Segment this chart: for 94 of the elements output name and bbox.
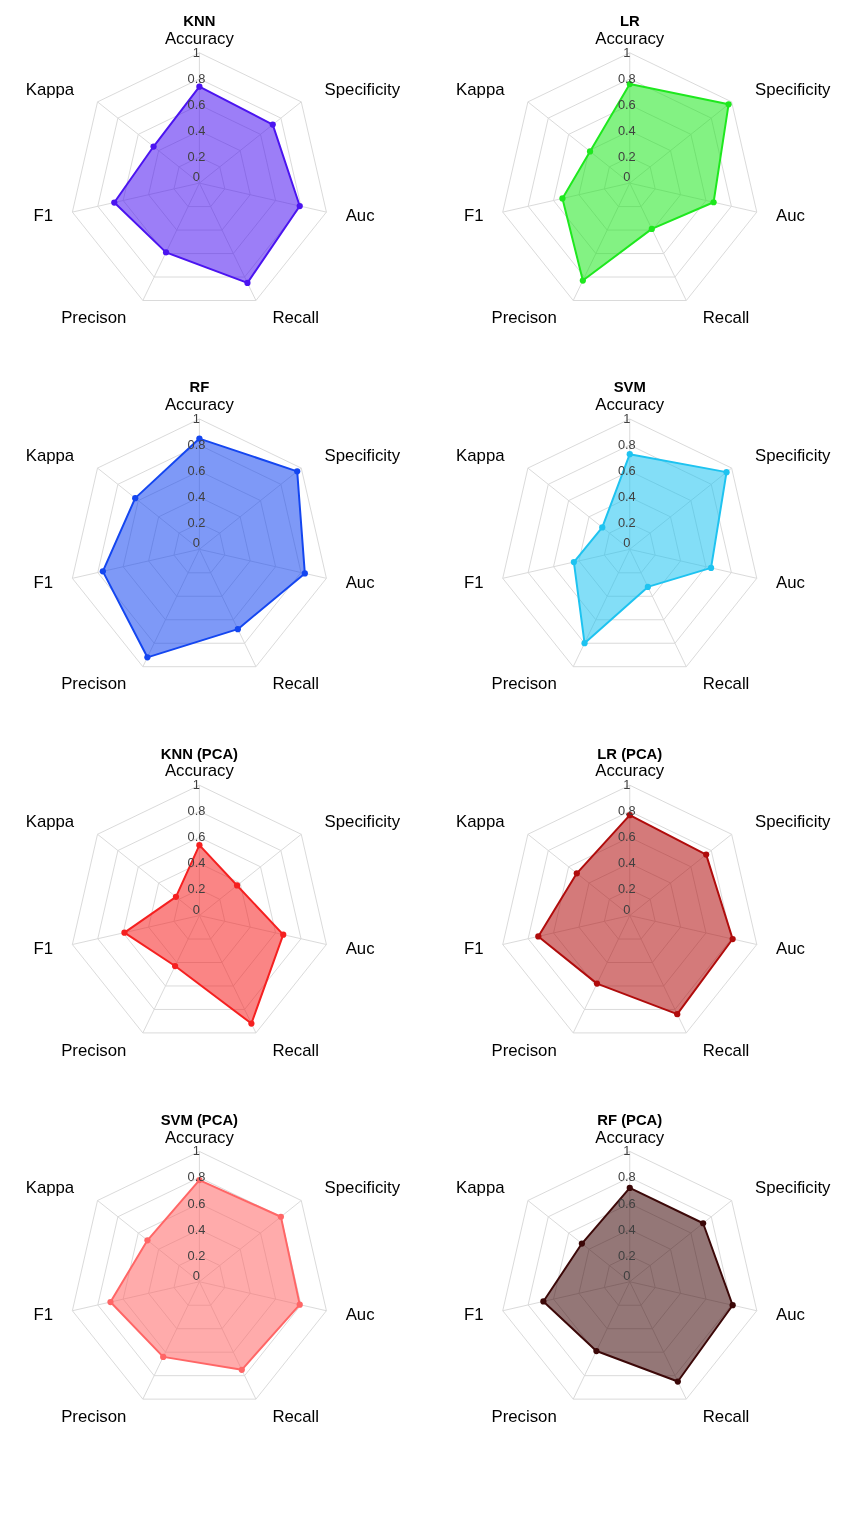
y-tick-label: 0.4 [617,122,636,138]
y-tick-label: 0.6 [617,1195,636,1211]
spoke-label: F1 [463,938,484,958]
spoke-label: Precison [491,1040,557,1060]
spoke-label: Precison [491,674,557,694]
spoke-label: Kappa [25,1178,75,1198]
y-tick-label: 0 [192,901,200,917]
spoke-label: Auc [345,206,375,226]
spoke-label: Kappa [25,811,75,831]
spoke-label: Precison [61,308,127,328]
spoke-label: Recall [272,308,319,328]
spoke-label: Specificity [324,445,401,465]
y-tick-label: 0.2 [617,881,636,897]
y-tick-label: 0.4 [187,855,206,871]
y-tick-label: 0.4 [617,489,636,505]
spoke-label: Specificity [754,1178,832,1198]
spoke-label: Kappa [25,79,75,99]
spoke-label: Kappa [456,1178,506,1198]
spoke-label: Auc [345,572,375,592]
y-tick-label: 0.2 [187,1247,206,1263]
y-tick-label: 0.4 [187,122,206,138]
spoke-label: F1 [33,1305,54,1325]
y-tick-label: 0.4 [617,855,636,871]
spoke-label: Precison [491,1406,557,1426]
chart-title: SVM [613,379,646,396]
spoke-label: Kappa [25,445,75,465]
chart-title: RF [189,379,210,396]
y-tick-label: 0.8 [617,1169,636,1185]
y-tick-label: 0.2 [187,515,206,531]
spoke-label: Kappa [456,79,506,99]
spoke-label: Recall [702,1406,750,1426]
spoke-label: F1 [33,572,54,592]
y-tick-label: 0 [623,169,631,185]
y-tick-label: 0 [623,535,631,551]
y-tick-label: 0.8 [187,70,206,86]
y-tick-label: 0.8 [187,803,206,819]
y-tick-label: 0.2 [187,881,206,897]
spoke-label: Auc [776,206,805,226]
y-tick-label: 0.2 [617,1247,636,1263]
y-tick-label: 0.4 [187,489,206,505]
spoke-label: Specificity [754,811,832,831]
y-tick-label: 0.8 [617,70,636,86]
y-tick-label: 0 [623,1267,631,1283]
y-tick-label: 0.8 [187,1169,206,1185]
spoke-label: Recall [702,1040,750,1060]
y-tick-label: 0.4 [187,1221,206,1237]
spoke-label: Specificity [324,811,401,831]
y-tick-label: 0.6 [187,463,206,479]
y-tick-label: 0.6 [187,96,206,112]
spoke-label: Recall [702,308,750,328]
spoke-label: F1 [463,1305,484,1325]
y-tick-label: 0.2 [617,515,636,531]
spoke-label: Recall [702,674,750,694]
y-tick-label: 0 [192,535,200,551]
spoke-label: Auc [345,1305,375,1325]
spoke-label: Kappa [456,811,506,831]
chart-title: SVM (PCA) [160,1111,239,1128]
spoke-label: Precison [491,308,557,328]
y-tick-label: 0.8 [617,803,636,819]
y-tick-label: 0 [623,901,631,917]
spoke-label: Auc [776,1305,805,1325]
chart-title: LR (PCA) [597,745,663,762]
y-tick-label: 0.6 [617,96,636,112]
spoke-label: Recall [272,1040,319,1060]
spoke-label: F1 [33,938,54,958]
y-tick-label: 0.8 [617,437,636,453]
spoke-label: Auc [776,938,805,958]
chart-title: LR [619,13,640,30]
y-tick-label: 0 [192,169,200,185]
spoke-label: Auc [345,938,375,958]
spoke-label: Specificity [754,445,832,465]
spoke-label: Kappa [456,445,506,465]
spoke-label: Recall [272,1406,319,1426]
spoke-label: Specificity [324,79,401,99]
spoke-label: Recall [272,674,319,694]
chart-title: RF (PCA) [597,1111,663,1128]
y-tick-label: 0.2 [617,149,636,164]
y-tick-label: 0.6 [187,829,206,845]
spoke-label: F1 [33,206,54,226]
y-tick-label: 0.2 [187,149,206,164]
y-tick-label: 0.6 [187,1195,206,1211]
chart-title: KNN [183,13,216,30]
spoke-label: F1 [463,206,484,226]
spoke-label: F1 [463,572,484,592]
y-tick-label: 0.6 [617,829,636,845]
spoke-label: Auc [776,572,805,592]
spoke-label: Precison [61,674,127,694]
spoke-label: Precison [61,1040,127,1060]
spoke-label: Precison [61,1406,127,1426]
chart-title: KNN (PCA) [160,745,239,762]
y-tick-label: 0 [192,1267,200,1283]
spoke-label: Specificity [754,79,832,99]
y-tick-label: 0.4 [617,1221,636,1237]
spoke-label: Specificity [324,1178,401,1198]
